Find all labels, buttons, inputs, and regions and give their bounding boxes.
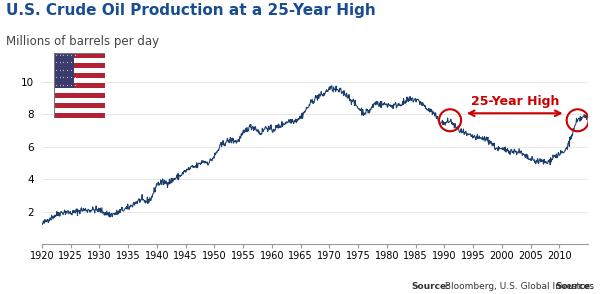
- Bar: [54, 83, 105, 88]
- Bar: [54, 78, 105, 83]
- Bar: [54, 53, 105, 58]
- Bar: [54, 73, 105, 78]
- Text: 25-Year High: 25-Year High: [470, 96, 559, 108]
- Bar: [54, 93, 105, 98]
- Bar: [54, 108, 105, 113]
- Bar: [54, 58, 105, 63]
- Bar: [54, 113, 105, 118]
- Bar: [54, 63, 105, 68]
- Bar: [54, 98, 105, 103]
- Text: Source:: Source:: [555, 282, 594, 291]
- Bar: [54, 53, 74, 88]
- Bar: [54, 68, 105, 73]
- Text: Source:: Source:: [411, 282, 450, 291]
- Bar: [54, 103, 105, 108]
- Text: Millions of barrels per day: Millions of barrels per day: [6, 35, 159, 48]
- Text: Source: Bloomberg, U.S. Global Investors: Source: Bloomberg, U.S. Global Investors: [408, 282, 594, 291]
- Text: Bloomberg, U.S. Global Investors: Bloomberg, U.S. Global Investors: [442, 282, 594, 291]
- Text: U.S. Crude Oil Production at a 25-Year High: U.S. Crude Oil Production at a 25-Year H…: [6, 3, 376, 18]
- Bar: [54, 88, 105, 93]
